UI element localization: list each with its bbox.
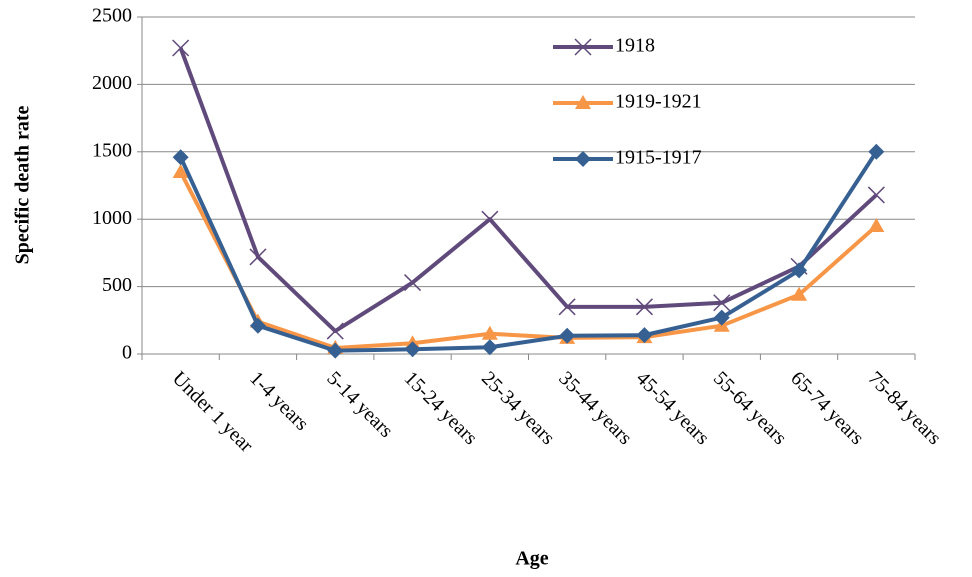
series-line bbox=[178, 171, 878, 350]
data-point bbox=[404, 341, 421, 358]
y-tick-label: 0 bbox=[122, 342, 132, 364]
x-tick-label: 65-74 years bbox=[786, 367, 868, 449]
data-point bbox=[172, 149, 189, 166]
data-point bbox=[481, 210, 499, 228]
data-point bbox=[481, 339, 498, 356]
y-tick-label: 1500 bbox=[92, 139, 132, 161]
x-axis-label: Age bbox=[515, 548, 548, 570]
legend-marker bbox=[575, 95, 591, 109]
data-point bbox=[249, 317, 266, 334]
x-tick-label: 45-54 years bbox=[632, 367, 714, 449]
data-point bbox=[713, 309, 730, 326]
legend-marker bbox=[575, 151, 591, 167]
data-point bbox=[868, 143, 885, 160]
data-point bbox=[636, 327, 653, 344]
series-line bbox=[178, 47, 878, 334]
y-tick-label: 500 bbox=[102, 274, 132, 296]
data-point bbox=[558, 298, 576, 316]
data-point bbox=[635, 298, 653, 316]
data-point bbox=[713, 294, 731, 312]
x-tick-label: 15-24 years bbox=[400, 367, 482, 449]
data-point bbox=[326, 322, 344, 340]
x-tick-label: 25-34 years bbox=[477, 367, 559, 449]
y-axis-label: Specific death rate bbox=[12, 105, 34, 264]
legend-marker bbox=[574, 38, 592, 56]
x-tick-label: 5-14 years bbox=[322, 367, 397, 442]
y-tick-label: 1000 bbox=[92, 207, 132, 229]
legend-label: 1915-1917 bbox=[615, 147, 702, 169]
data-point bbox=[404, 274, 422, 292]
legend-label: 1918 bbox=[615, 35, 655, 57]
x-tick-label: 35-44 years bbox=[554, 367, 636, 449]
x-tick-label: 75-84 years bbox=[864, 367, 946, 449]
data-point bbox=[868, 217, 885, 232]
data-point bbox=[481, 325, 498, 340]
data-point bbox=[559, 327, 576, 344]
data-point bbox=[791, 262, 808, 279]
data-point bbox=[249, 248, 267, 266]
x-tick-label: 55-64 years bbox=[709, 367, 791, 449]
x-tick-label: Under 1 year bbox=[168, 367, 258, 457]
data-point bbox=[867, 186, 885, 204]
data-point bbox=[172, 164, 189, 179]
y-tick-label: 2500 bbox=[92, 5, 132, 27]
x-tick-label: 1-4 years bbox=[245, 367, 313, 435]
data-point bbox=[327, 342, 344, 359]
series-line bbox=[178, 150, 879, 353]
data-point bbox=[172, 39, 190, 57]
data-point bbox=[791, 286, 808, 301]
y-tick-label: 2000 bbox=[92, 72, 132, 94]
legend-label: 1919-1921 bbox=[615, 91, 702, 113]
